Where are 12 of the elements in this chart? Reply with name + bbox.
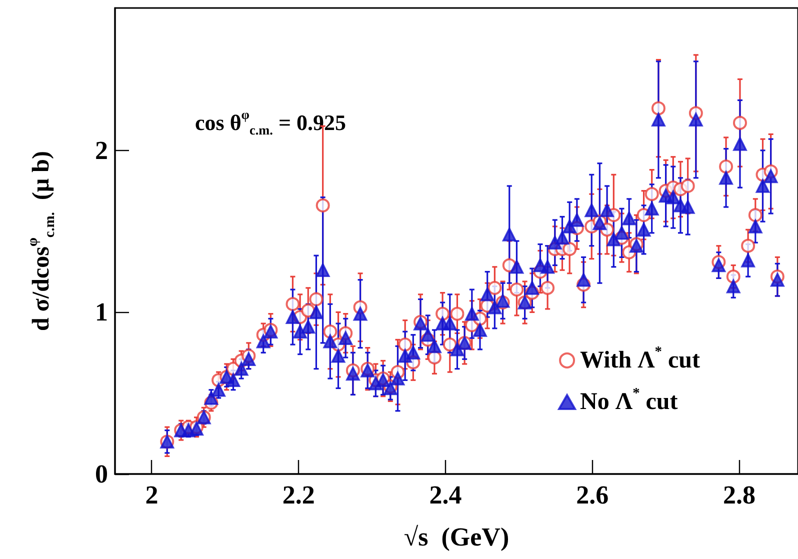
x-tick-label: 2 xyxy=(145,480,158,510)
legend-label: With Λ* cut xyxy=(580,344,700,374)
y-tick-label: 0 xyxy=(95,460,108,488)
x-tick-label: 2.2 xyxy=(282,480,315,510)
x-tick-label: 2.8 xyxy=(722,480,756,510)
legend-label: No Λ* cut xyxy=(580,385,678,415)
y-axis-title: d σ/dcosφc.m. (μ b) xyxy=(24,151,58,331)
y-tick-label: 2 xyxy=(95,136,108,165)
y-tick-label: 1 xyxy=(95,298,108,327)
x-axis-title: √s (GeV) xyxy=(404,522,510,552)
x-tick-label: 2.6 xyxy=(576,480,609,510)
x-tick-label: 2.4 xyxy=(429,480,462,510)
